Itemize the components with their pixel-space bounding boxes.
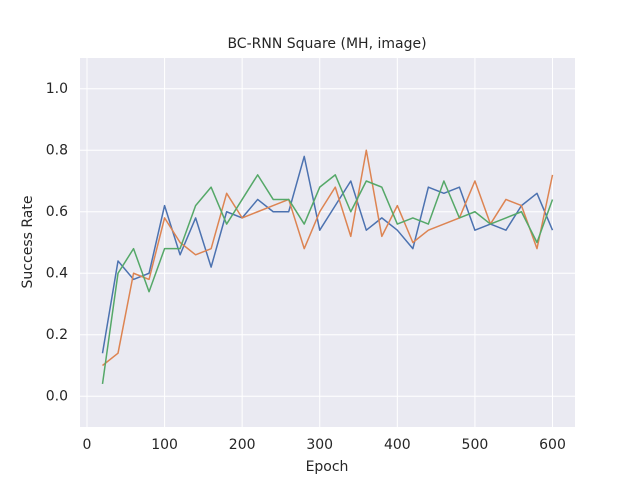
x-axis-label: Epoch <box>306 459 349 475</box>
x-tick-label: 500 <box>462 437 489 453</box>
plot-area <box>80 58 575 427</box>
y-tick-label: 1.0 <box>46 81 68 97</box>
x-tick-label: 100 <box>151 437 178 453</box>
x-tick-label: 200 <box>229 437 256 453</box>
series-line <box>102 149 554 367</box>
y-tick-label: 0.6 <box>46 204 68 220</box>
series-line <box>101 174 554 385</box>
x-tick-label: 400 <box>384 437 411 453</box>
series-line <box>101 155 554 354</box>
y-tick-label: 0.8 <box>46 142 68 158</box>
y-tick-label: 0.2 <box>46 327 68 343</box>
x-tick-label: 0 <box>83 437 92 453</box>
y-axis-label: Success Rate <box>20 196 36 289</box>
y-tick-label: 0.4 <box>46 265 68 281</box>
y-tick-label: 0.0 <box>46 388 68 404</box>
x-tick-label: 300 <box>306 437 333 453</box>
chart-title: BC-RNN Square (MH, image) <box>227 36 426 52</box>
x-tick-label: 600 <box>539 437 566 453</box>
